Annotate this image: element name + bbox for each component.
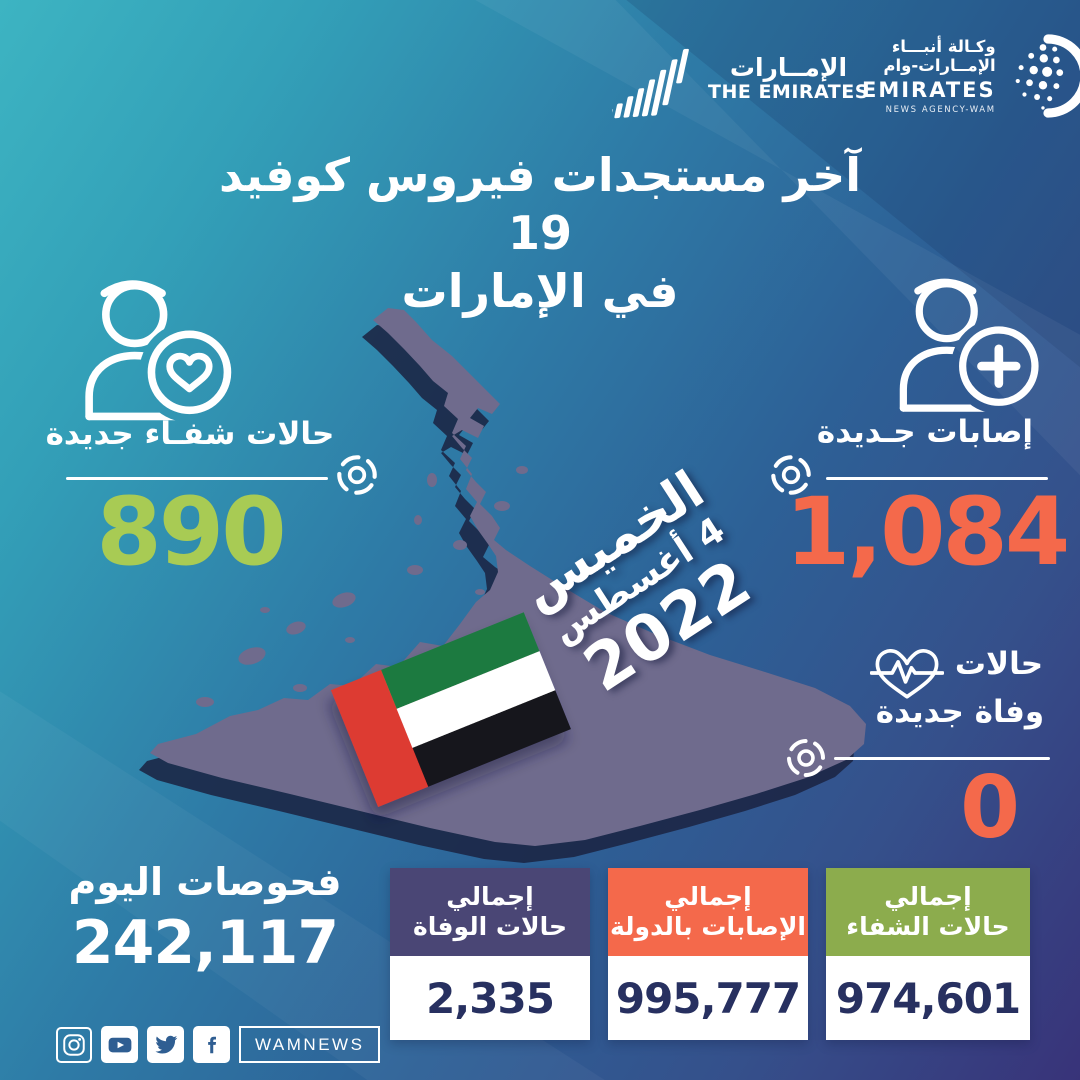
recoveries-label: حالات شفـاء جديدة bbox=[45, 416, 335, 452]
title-line-2: في الإمارات bbox=[401, 264, 679, 318]
twitter-button[interactable] bbox=[147, 1026, 184, 1063]
card-total-infections-value: 995,777 bbox=[608, 956, 808, 1040]
uae-flag bbox=[330, 612, 571, 807]
youtube-icon bbox=[108, 1037, 131, 1052]
card-total-deaths: إجمالي حالات الوفاة 2,335 bbox=[390, 868, 590, 1040]
instagram-button[interactable] bbox=[56, 1026, 92, 1063]
title-line-1: آخر مستجدات فيروس كوفيد 19 bbox=[218, 148, 861, 260]
recoveries-value: 890 bbox=[96, 478, 286, 587]
infections-divider bbox=[826, 477, 1048, 480]
infections-target-icon bbox=[771, 455, 811, 495]
wamnews-watermark[interactable]: WAMNEWS bbox=[239, 1026, 381, 1063]
facebook-icon bbox=[207, 1036, 216, 1053]
emirates-bars-icon bbox=[612, 48, 689, 119]
emirates-logo-arabic: الإمــارات bbox=[729, 52, 848, 82]
wam-logo-subtitle: NEWS AGENCY-WAM bbox=[885, 105, 996, 116]
deaths-value: 0 bbox=[960, 758, 1020, 858]
emirates-logo-english: THE EMIRATES bbox=[708, 81, 869, 104]
card-total-infections-label-2: الإصابات بالدولة bbox=[609, 912, 807, 941]
card-total-infections-label-1: إجمالي bbox=[664, 882, 752, 911]
wam-agency-logo: وكـالة أنبـــاء الإمــارات-وام EMIRATES … bbox=[862, 34, 1080, 118]
card-total-deaths-value: 2,335 bbox=[390, 956, 590, 1040]
social-bar: WAMNEWS bbox=[56, 1026, 381, 1063]
youtube-button[interactable] bbox=[101, 1026, 138, 1063]
twitter-icon bbox=[155, 1035, 177, 1054]
card-total-recoveries-label-1: إجمالي bbox=[884, 882, 972, 911]
infections-value: 1,084 bbox=[785, 478, 1070, 587]
infected-person-icon bbox=[899, 278, 1039, 412]
recoveries-target-icon bbox=[337, 455, 377, 495]
page-title: آخر مستجدات فيروس كوفيد 19 في الإمارات bbox=[190, 146, 890, 320]
card-total-recoveries: إجمالي حالات الشفاء 974,601 bbox=[826, 868, 1030, 1040]
wam-globe-icon bbox=[1015, 34, 1080, 118]
tests-value: 242,117 bbox=[71, 908, 339, 978]
infections-label: إصابات جـديدة bbox=[816, 414, 1034, 450]
card-total-deaths-label-2: حالات الوفاة bbox=[413, 912, 567, 941]
heart-pulse-icon bbox=[870, 649, 944, 699]
card-total-deaths-header: إجمالي حالات الوفاة bbox=[390, 868, 590, 956]
deaths-label-line1: حالات bbox=[954, 646, 1044, 682]
wam-logo-arabic-1: وكـالة أنبـــاء bbox=[891, 36, 996, 56]
wam-logo-english: EMIRATES bbox=[862, 78, 996, 103]
deaths-target-icon bbox=[787, 739, 825, 777]
card-total-infections-header: إجمالي الإصابات بالدولة bbox=[608, 868, 808, 956]
card-total-recoveries-value: 974,601 bbox=[826, 956, 1030, 1040]
map-islands bbox=[196, 466, 528, 707]
recoveries-divider bbox=[66, 477, 328, 480]
instagram-icon bbox=[63, 1033, 85, 1056]
card-total-deaths-label-1: إجمالي bbox=[446, 882, 534, 911]
emirates-nation-brand-logo: الإمــارات THE EMIRATES bbox=[612, 38, 869, 120]
tests-label: فحوصات اليوم bbox=[68, 860, 342, 904]
card-total-infections: إجمالي الإصابات بالدولة 995,777 bbox=[608, 868, 808, 1040]
wam-logo-arabic-2: الإمــارات-وام bbox=[883, 56, 996, 76]
recovered-person-icon bbox=[85, 280, 232, 421]
card-total-recoveries-header: إجمالي حالات الشفاء bbox=[826, 868, 1030, 956]
deaths-label-line2: وفاة جديدة bbox=[875, 694, 1045, 730]
deaths-divider bbox=[834, 757, 1050, 760]
totals-cards-row: إجمالي حالات الوفاة 2,335 إجمالي الإصابا… bbox=[390, 868, 1030, 1040]
facebook-button[interactable] bbox=[193, 1026, 230, 1063]
card-total-recoveries-label-2: حالات الشفاء bbox=[846, 912, 1010, 941]
